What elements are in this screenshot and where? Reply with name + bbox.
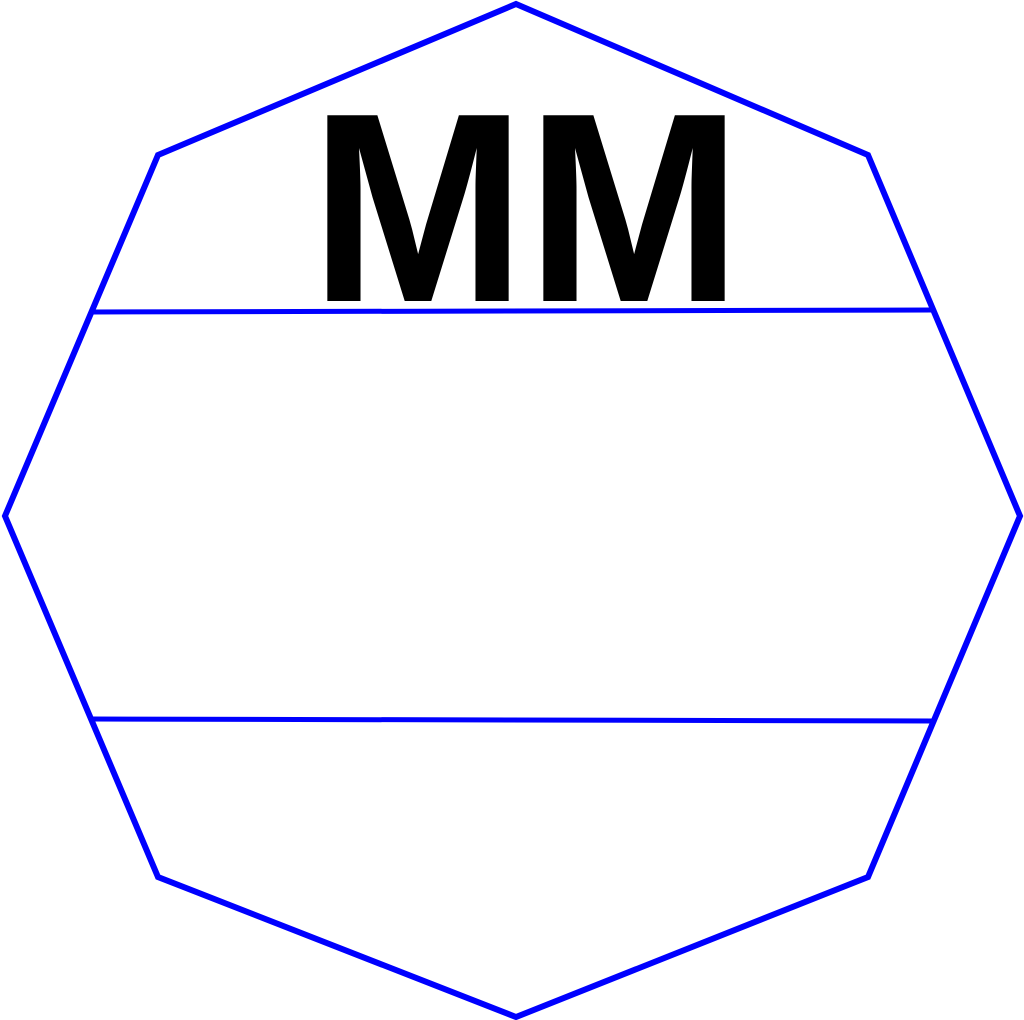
mm-label: MM <box>310 58 742 359</box>
lower-divider-line <box>91 716 934 724</box>
upper-divider-line <box>91 307 934 315</box>
